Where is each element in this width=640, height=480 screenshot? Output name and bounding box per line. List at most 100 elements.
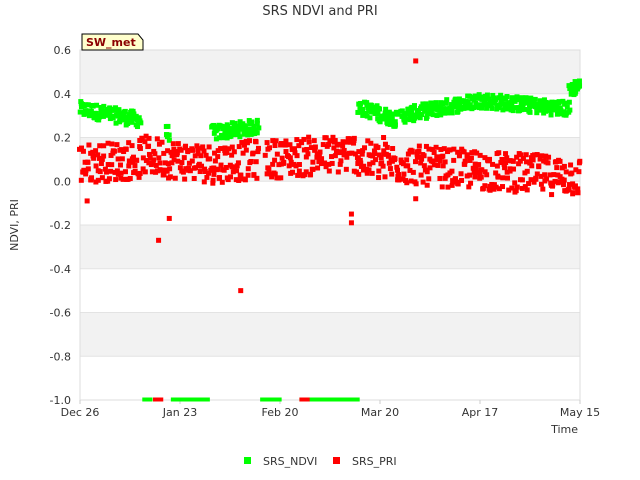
data-point: [230, 169, 236, 175]
data-point: [142, 139, 148, 145]
data-point: [484, 105, 490, 111]
data-point: [530, 157, 536, 163]
data-point: [127, 116, 133, 122]
data-point: [508, 104, 514, 110]
data-point: [229, 144, 235, 150]
data-point: [381, 113, 387, 119]
data-point: [441, 146, 447, 152]
data-point: [328, 138, 334, 144]
data-point: [568, 162, 574, 168]
data-point: [101, 143, 107, 149]
data-point: [214, 127, 220, 133]
data-point: [468, 180, 474, 186]
data-point: [201, 148, 207, 154]
plot-band: [80, 356, 580, 400]
data-point: [511, 166, 517, 172]
data-point-outlier: [238, 288, 244, 294]
data-point: [531, 179, 537, 185]
data-point: [572, 183, 578, 189]
data-point: [99, 156, 105, 162]
data-point: [122, 169, 128, 175]
data-point: [468, 155, 474, 161]
data-point: [478, 174, 484, 180]
data-point: [304, 146, 310, 152]
data-point: [440, 101, 446, 107]
data-point: [449, 168, 455, 174]
data-point: [506, 187, 512, 193]
data-point: [409, 148, 415, 154]
data-point: [306, 134, 312, 140]
series-srs-pri: [77, 58, 583, 402]
y-tick-label: 0.6: [54, 44, 72, 57]
data-point: [524, 187, 530, 193]
data-point: [355, 109, 361, 115]
x-tick-label: May 15: [560, 406, 600, 419]
data-point: [183, 143, 189, 149]
data-point: [134, 157, 140, 163]
data-point: [206, 170, 212, 176]
data-point: [424, 182, 430, 188]
data-point: [352, 151, 358, 157]
data-point: [136, 174, 142, 180]
data-point: [120, 176, 126, 182]
data-point: [455, 181, 461, 187]
data-point: [404, 116, 410, 122]
data-point: [411, 103, 417, 109]
data-point: [97, 169, 103, 175]
data-point: [575, 190, 581, 196]
data-point: [392, 156, 398, 162]
data-point: [553, 106, 559, 112]
chart-title: SRS NDVI and PRI: [262, 4, 377, 19]
data-point: [496, 105, 502, 111]
data-point: [278, 141, 284, 147]
data-point: [360, 148, 366, 154]
data-point: [414, 108, 420, 114]
data-point: [212, 150, 218, 156]
data-point: [504, 155, 510, 161]
data-point: [165, 123, 171, 129]
data-point: [536, 163, 542, 169]
data-point: [416, 148, 422, 154]
data-point: [407, 167, 413, 173]
data-point: [433, 144, 439, 150]
data-point: [465, 99, 471, 105]
data-point: [368, 140, 374, 146]
data-point: [400, 161, 406, 167]
data-point: [171, 157, 177, 163]
data-point: [477, 152, 483, 158]
data-point: [458, 171, 464, 177]
data-point: [568, 91, 574, 97]
data-point: [577, 83, 583, 89]
gap-marker: [148, 397, 153, 402]
data-point: [130, 154, 136, 160]
data-point: [159, 139, 165, 145]
data-point: [290, 169, 296, 175]
data-point: [121, 149, 127, 155]
data-point: [412, 115, 418, 121]
data-point: [420, 101, 426, 107]
data-point: [215, 154, 221, 160]
data-point: [496, 150, 502, 156]
data-point: [165, 161, 171, 167]
data-point: [320, 142, 326, 148]
data-point: [111, 148, 117, 154]
data-point: [523, 152, 529, 158]
data-point: [96, 155, 102, 161]
data-point: [251, 172, 257, 178]
data-point: [420, 179, 426, 185]
data-point: [561, 177, 567, 183]
data-point: [262, 152, 268, 158]
data-point: [395, 167, 401, 173]
data-point: [529, 163, 535, 169]
data-point: [518, 152, 524, 158]
data-point: [98, 161, 104, 167]
data-point: [179, 160, 185, 166]
data-point: [513, 188, 519, 194]
data-point: [288, 159, 294, 165]
data-point: [469, 150, 475, 156]
data-point: [377, 119, 383, 125]
data-point: [157, 160, 163, 166]
data-point: [400, 176, 406, 182]
data-point: [484, 92, 490, 98]
data-point: [232, 120, 238, 126]
